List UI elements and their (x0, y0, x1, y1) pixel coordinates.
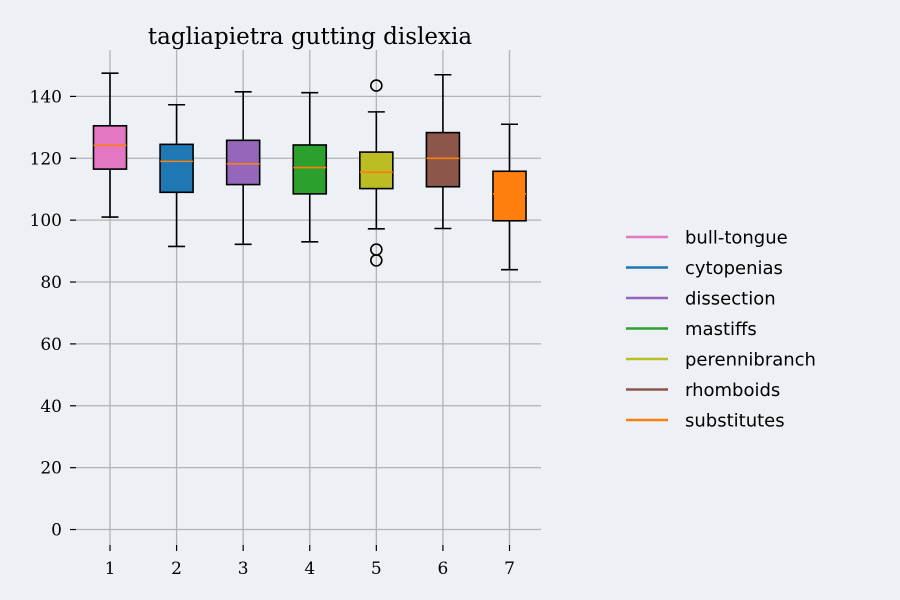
x-tick-label: 3 (238, 559, 249, 579)
box-body (425, 131, 461, 188)
grid (76, 50, 541, 545)
y-axis: 0 20 40 60 80 100 120 140 (30, 87, 76, 541)
legend-label: cytopenias (685, 258, 783, 279)
x-tick-label: 2 (171, 559, 182, 579)
box-perennibranch (359, 79, 394, 267)
outlier-point (370, 79, 383, 92)
y-tick-label: 0 (51, 521, 62, 541)
legend-item: bull-tongue (626, 228, 788, 249)
y-tick-label: 20 (40, 459, 62, 479)
box-dissection (225, 90, 261, 246)
box-cytopenias (159, 103, 194, 248)
box-mastiffs (292, 91, 328, 243)
legend-label: dissection (685, 289, 776, 310)
legend-label: rhomboids (685, 380, 780, 401)
x-axis: 1 2 3 4 5 6 7 (105, 545, 515, 579)
chart-title: tagliapietra gutting dislexia (148, 24, 472, 50)
box-body (159, 143, 194, 194)
box-series (92, 72, 527, 271)
box-body (492, 170, 527, 222)
y-tick-label: 140 (30, 87, 62, 107)
legend-label: substitutes (685, 411, 785, 432)
legend-item: cytopenias (626, 258, 783, 279)
x-tick-label: 5 (371, 559, 382, 579)
legend-label: perennibranch (685, 350, 816, 371)
box-substitutes (492, 123, 527, 271)
box-body (359, 151, 394, 190)
y-tick-label: 80 (40, 273, 62, 293)
y-tick-label: 60 (40, 335, 62, 355)
legend-item: dissection (626, 289, 776, 310)
x-tick-label: 6 (438, 559, 449, 579)
x-tick-label: 4 (304, 559, 315, 579)
box-body (92, 124, 128, 170)
box-rhomboids (425, 73, 461, 230)
x-tick-label: 1 (105, 559, 116, 579)
legend-item: mastiffs (626, 319, 757, 340)
outlier-point (370, 254, 383, 267)
y-tick-label: 100 (30, 211, 62, 231)
y-tick-label: 40 (40, 397, 62, 417)
legend-item: perennibranch (626, 350, 816, 371)
box-bull-tongue (92, 72, 128, 218)
x-tick-label: 7 (504, 559, 515, 579)
legend: bull-tongue cytopenias dissection mastiffs p… (626, 228, 816, 432)
box-body (225, 139, 261, 186)
box-body (292, 144, 328, 195)
legend-label: bull-tongue (685, 228, 788, 249)
legend-label: mastiffs (685, 319, 757, 340)
y-tick-label: 120 (30, 149, 62, 169)
legend-item: rhomboids (626, 380, 780, 401)
legend-item: substitutes (626, 411, 785, 432)
